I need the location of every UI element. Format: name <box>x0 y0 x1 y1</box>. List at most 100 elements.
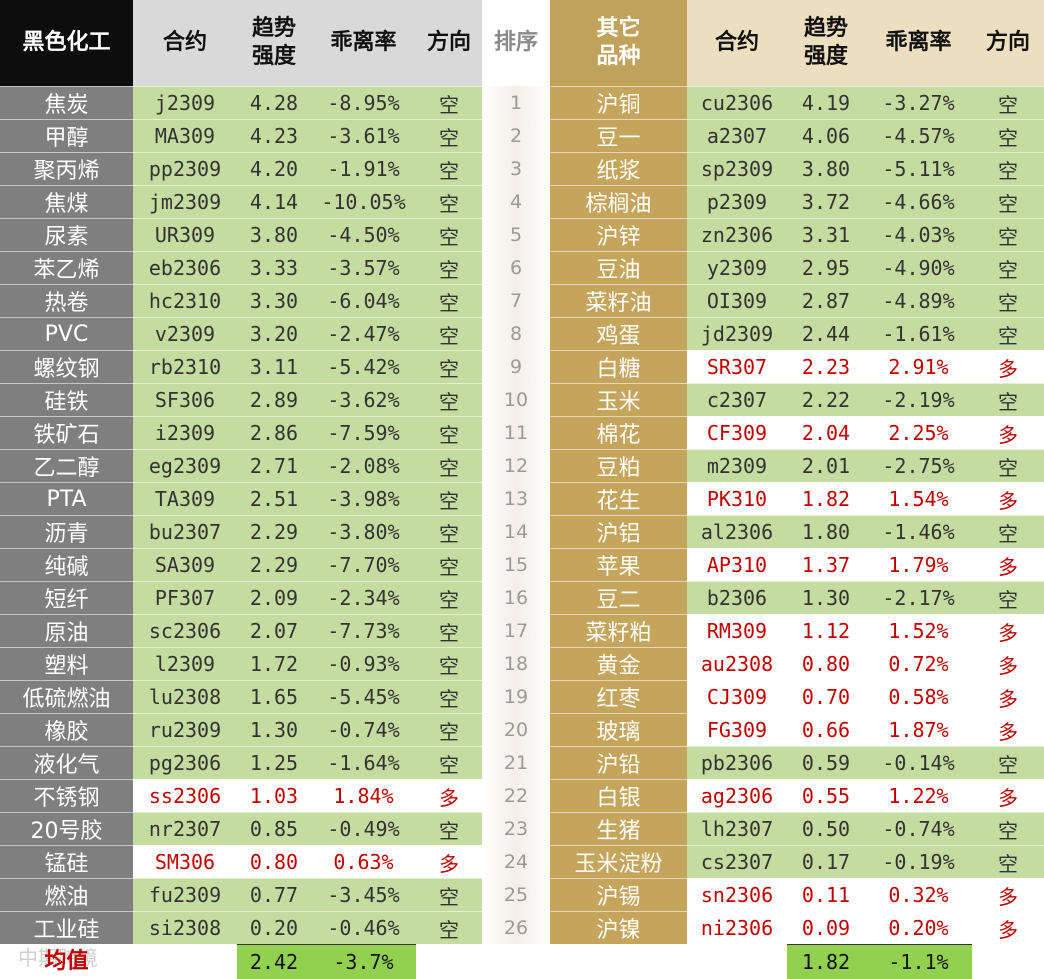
row-contract: jm2309 <box>133 185 237 218</box>
row-strength: 0.50 <box>787 812 865 845</box>
header-direction-left: 方向 <box>416 0 482 86</box>
row-direction: 多 <box>972 647 1044 680</box>
row-deviation: -4.57% <box>865 119 972 152</box>
row-contract: nr2307 <box>133 812 237 845</box>
row-strength: 3.30 <box>237 284 311 317</box>
row-strength: 3.80 <box>237 218 311 251</box>
header-right-category: 其它 品种 <box>550 0 687 86</box>
row-deviation: 0.72% <box>865 647 972 680</box>
rank-number: 16 <box>503 586 529 609</box>
header-contract-left: 合约 <box>133 0 237 86</box>
footer-left-mean-deviation: -3.7% <box>311 944 416 979</box>
row-deviation: -2.19% <box>865 383 972 416</box>
row-name: 低硫燃油 <box>0 680 133 713</box>
row-deviation: 1.79% <box>865 548 972 581</box>
row-contract: eg2309 <box>133 449 237 482</box>
row-name: 玉米淀粉 <box>550 845 687 878</box>
row-deviation: -7.70% <box>311 548 416 581</box>
rank-number: 10 <box>503 388 529 411</box>
row-direction: 空 <box>416 416 482 449</box>
row-direction: 空 <box>972 119 1044 152</box>
row-name: 尿素 <box>0 218 133 251</box>
row-deviation: -4.03% <box>865 218 972 251</box>
rank-number: 17 <box>503 619 529 642</box>
rank-number: 25 <box>503 883 529 906</box>
row-direction: 空 <box>416 713 482 746</box>
row-strength: 2.86 <box>237 416 311 449</box>
row-deviation: -1.64% <box>311 746 416 779</box>
row-name: 沪铅 <box>550 746 687 779</box>
row-name: 聚丙烯 <box>0 152 133 185</box>
row-contract: au2308 <box>687 647 787 680</box>
rank-number: 14 <box>503 520 529 543</box>
row-contract: lh2307 <box>687 812 787 845</box>
row-name: 甲醇 <box>0 119 133 152</box>
row-direction: 多 <box>972 680 1044 713</box>
rank-number: 7 <box>509 289 523 312</box>
row-deviation: -0.74% <box>311 713 416 746</box>
row-contract: SR307 <box>687 350 787 383</box>
row-strength: 1.30 <box>237 713 311 746</box>
row-contract: zn2306 <box>687 218 787 251</box>
row-deviation: -3.27% <box>865 86 972 119</box>
row-deviation: 0.58% <box>865 680 972 713</box>
row-strength: 0.66 <box>787 713 865 746</box>
row-name: 苯乙烯 <box>0 251 133 284</box>
row-strength: 2.29 <box>237 515 311 548</box>
row-name: 沪镍 <box>550 911 687 944</box>
row-contract: SM306 <box>133 845 237 878</box>
row-contract: c2307 <box>687 383 787 416</box>
row-strength: 3.11 <box>237 350 311 383</box>
row-deviation: 1.52% <box>865 614 972 647</box>
row-deviation: 2.25% <box>865 416 972 449</box>
row-strength: 2.95 <box>787 251 865 284</box>
row-direction: 空 <box>972 152 1044 185</box>
row-name: 热卷 <box>0 284 133 317</box>
row-deviation: -4.89% <box>865 284 972 317</box>
row-deviation: -1.46% <box>865 515 972 548</box>
row-strength: 1.72 <box>237 647 311 680</box>
row-strength: 4.06 <box>787 119 865 152</box>
row-name: 纯碱 <box>0 548 133 581</box>
row-name: 菜籽粕 <box>550 614 687 647</box>
row-direction: 多 <box>416 845 482 878</box>
row-direction: 空 <box>972 449 1044 482</box>
row-name: 纸浆 <box>550 152 687 185</box>
row-strength: 1.25 <box>237 746 311 779</box>
header-direction-right: 方向 <box>972 0 1044 86</box>
row-direction: 多 <box>972 911 1044 944</box>
row-contract: i2309 <box>133 416 237 449</box>
row-contract: jd2309 <box>687 317 787 350</box>
row-name: 菜籽油 <box>550 284 687 317</box>
row-deviation: -2.17% <box>865 581 972 614</box>
row-direction: 空 <box>416 317 482 350</box>
row-direction: 空 <box>416 251 482 284</box>
footer-left-mean-strength: 2.42 <box>237 944 311 979</box>
footer-right-mean-deviation: -1.1% <box>865 944 972 979</box>
row-direction: 多 <box>972 482 1044 515</box>
rank-number: 26 <box>503 916 529 939</box>
row-contract: y2309 <box>687 251 787 284</box>
row-contract: SF306 <box>133 383 237 416</box>
row-direction: 空 <box>416 878 482 911</box>
row-contract: CF309 <box>687 416 787 449</box>
row-name: 沪锌 <box>550 218 687 251</box>
row-name: 橡胶 <box>0 713 133 746</box>
row-contract: cs2307 <box>687 845 787 878</box>
row-contract: AP310 <box>687 548 787 581</box>
row-direction: 多 <box>972 878 1044 911</box>
row-strength: 3.72 <box>787 185 865 218</box>
row-strength: 1.37 <box>787 548 865 581</box>
row-contract: CJ309 <box>687 680 787 713</box>
row-direction: 空 <box>972 812 1044 845</box>
row-deviation: -7.59% <box>311 416 416 449</box>
row-name: 豆粕 <box>550 449 687 482</box>
header-contract-right: 合约 <box>687 0 787 86</box>
rank-number: 5 <box>509 223 523 246</box>
rank-number: 18 <box>503 652 529 675</box>
row-deviation: -3.45% <box>311 878 416 911</box>
row-deviation: -2.47% <box>311 317 416 350</box>
rank-number: 23 <box>503 817 529 840</box>
row-contract: l2309 <box>133 647 237 680</box>
row-strength: 2.04 <box>787 416 865 449</box>
